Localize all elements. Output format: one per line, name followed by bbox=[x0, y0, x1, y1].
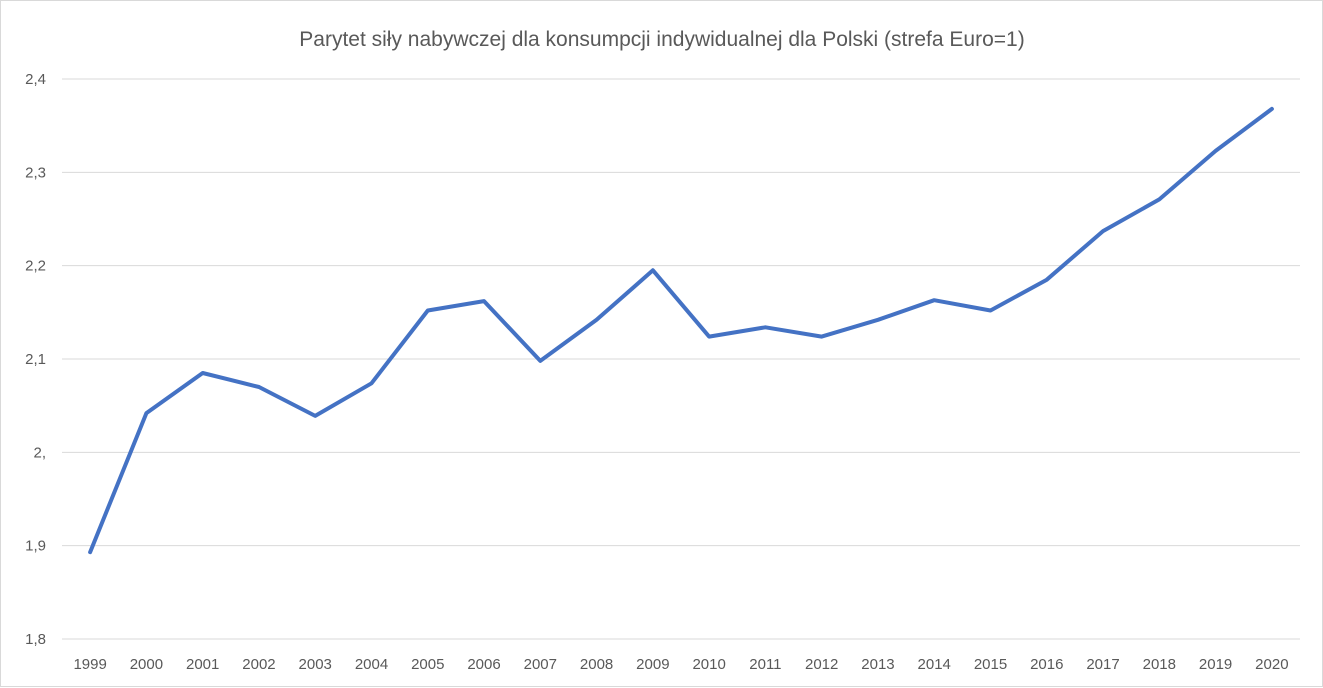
x-tick-label: 2003 bbox=[299, 656, 332, 673]
x-tick-label: 2004 bbox=[355, 656, 388, 673]
y-tick-label: 1,8 bbox=[25, 631, 46, 648]
x-tick-label: 2007 bbox=[524, 656, 557, 673]
x-tick-label: 2008 bbox=[580, 656, 613, 673]
series-polyline bbox=[88, 106, 1274, 555]
x-tick-label: 2012 bbox=[805, 656, 838, 673]
x-tick-label: 2013 bbox=[861, 656, 894, 673]
y-tick-label: 2,1 bbox=[25, 351, 46, 368]
x-tick-label: 2010 bbox=[692, 656, 725, 673]
y-tick-label: 1,9 bbox=[25, 538, 46, 555]
x-tick-label: 2017 bbox=[1086, 656, 1119, 673]
x-tick-label: 2005 bbox=[411, 656, 444, 673]
y-axis-tick-labels: 1,8 1,9 2, 2,1 2,2 2,3 2,4 bbox=[25, 71, 46, 648]
x-tick-label: 2018 bbox=[1143, 656, 1176, 673]
x-tick-label: 2014 bbox=[918, 656, 951, 673]
chart-title: Parytet siły nabywczej dla konsumpcji in… bbox=[299, 28, 1024, 51]
x-tick-label: 2016 bbox=[1030, 656, 1063, 673]
x-tick-label: 2009 bbox=[636, 656, 669, 673]
x-tick-label: 2001 bbox=[186, 656, 219, 673]
y-tick-label: 2, bbox=[33, 444, 46, 461]
x-tick-label: 2000 bbox=[130, 656, 163, 673]
x-tick-label: 2019 bbox=[1199, 656, 1232, 673]
y-gridlines bbox=[62, 78, 1300, 640]
y-tick-label: 2,4 bbox=[25, 71, 46, 88]
x-tick-label: 2002 bbox=[242, 656, 275, 673]
x-tick-label: 2011 bbox=[749, 656, 781, 673]
x-tick-label: 2020 bbox=[1255, 656, 1288, 673]
series-line bbox=[88, 106, 1274, 555]
y-tick-label: 2,2 bbox=[25, 258, 46, 275]
x-tick-label: 2015 bbox=[974, 656, 1007, 673]
x-tick-label: 1999 bbox=[73, 656, 106, 673]
x-axis-tick-labels: 1999 2000 2001 2002 2003 2004 2005 2006 2007 2008… bbox=[73, 656, 1288, 673]
x-tick-label: 2006 bbox=[467, 656, 500, 673]
y-tick-label: 2,3 bbox=[25, 164, 46, 181]
